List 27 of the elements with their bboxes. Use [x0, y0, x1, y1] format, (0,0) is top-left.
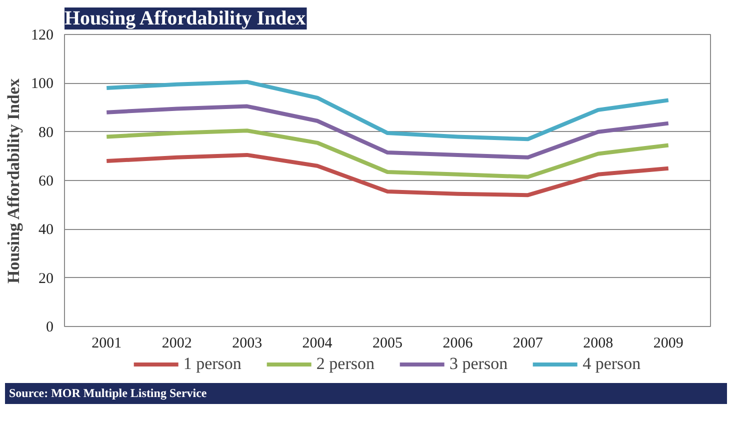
x-tick-label: 2007 — [512, 336, 544, 352]
legend-label: 4 person — [582, 354, 641, 374]
chart-title: Housing Affordability Index — [64, 8, 306, 30]
y-tick-label: 20 — [38, 270, 54, 287]
x-tick-label: 2005 — [372, 336, 402, 352]
x-tick-label: 2002 — [162, 336, 192, 352]
y-axis-title: Housing Affordability Index — [4, 78, 23, 284]
legend-label: 1 person — [183, 354, 242, 374]
legend-label: 2 person — [316, 354, 374, 374]
x-tick-label: 2006 — [442, 336, 474, 352]
line-series — [104, 80, 670, 142]
legend-label: 3 person — [450, 354, 508, 374]
source-note: Source: MOR Multiple Listing Service — [9, 385, 207, 402]
y-tick-label: 60 — [38, 174, 54, 190]
line-series — [104, 104, 670, 160]
y-tick-label: 120 — [31, 28, 54, 44]
y-tick-label: 40 — [38, 222, 54, 238]
x-tick-label: 2008 — [583, 336, 614, 352]
y-tick-label: 80 — [38, 124, 54, 141]
x-tick-label: 2009 — [653, 336, 684, 352]
line-series — [104, 128, 670, 179]
y-tick-label: 100 — [31, 76, 54, 92]
line-series — [104, 152, 670, 198]
y-tick-label: 0 — [46, 320, 54, 336]
x-tick-label: 2004 — [302, 336, 333, 352]
x-tick-label: 2001 — [92, 336, 122, 352]
x-tick-label: 2003 — [232, 336, 262, 352]
